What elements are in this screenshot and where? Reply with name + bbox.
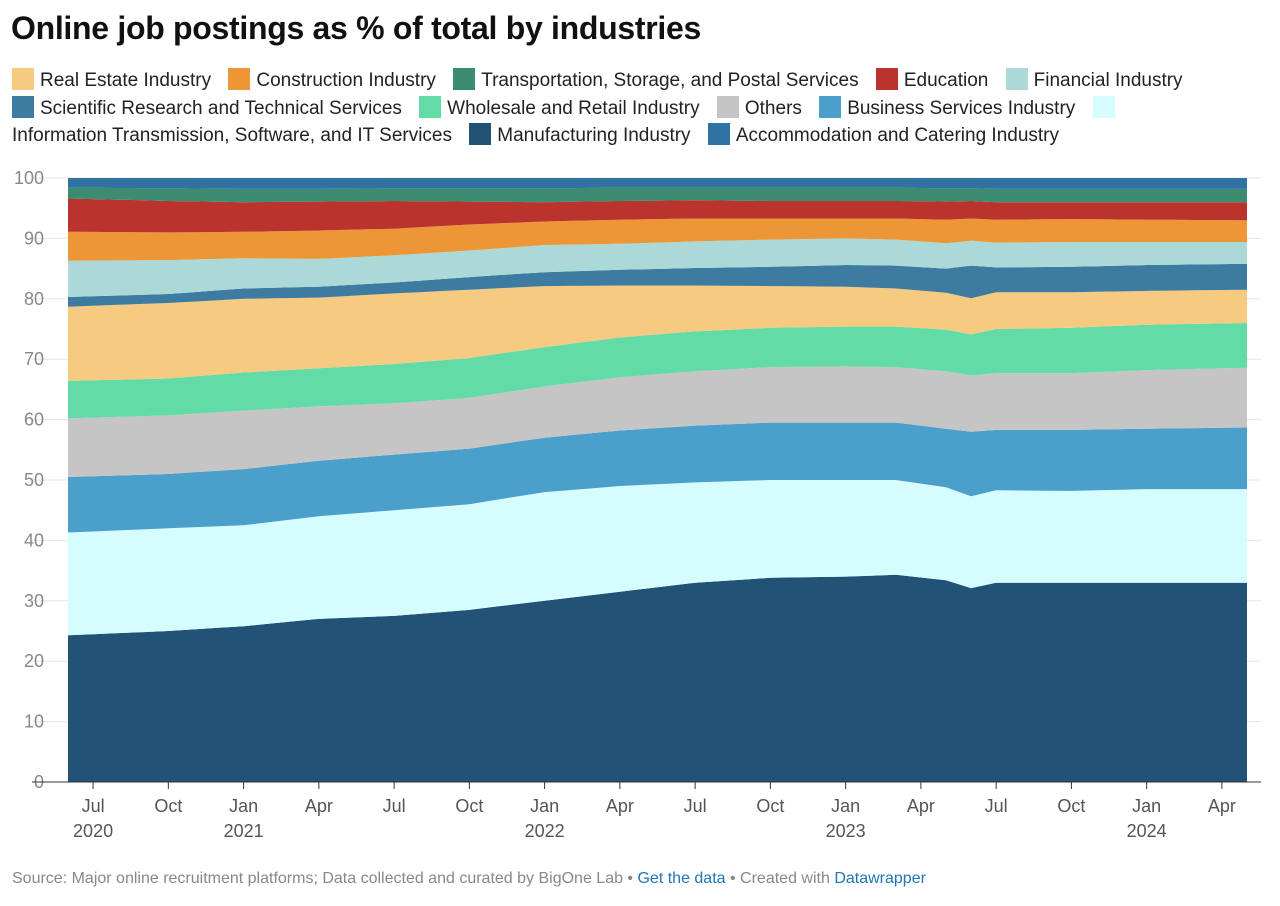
legend-item-education: Education bbox=[875, 68, 989, 91]
x-tick-label: Apr bbox=[907, 796, 935, 816]
legend-label: Transportation, Storage, and Postal Serv… bbox=[481, 70, 859, 91]
x-tick-label: Jan bbox=[229, 796, 258, 816]
chart-title: Online job postings as % of total by ind… bbox=[11, 10, 701, 46]
x-tick-label: Jan bbox=[1132, 796, 1161, 816]
y-tick-label: 80 bbox=[24, 289, 44, 309]
y-tick-label: 100 bbox=[14, 168, 44, 188]
x-tick-label: Jul bbox=[684, 796, 707, 816]
datawrapper-link[interactable]: Datawrapper bbox=[834, 870, 926, 887]
legend-label: Information Transmission, Software, and … bbox=[12, 125, 452, 146]
area-financial-industry bbox=[68, 238, 1247, 297]
legend-swatch bbox=[12, 68, 34, 90]
legend-swatch bbox=[228, 68, 251, 90]
legend-swatch bbox=[1092, 95, 1115, 118]
x-tick-label: Jul bbox=[82, 796, 105, 816]
legend-swatch bbox=[12, 95, 34, 118]
legend-label: Real Estate Industry bbox=[40, 70, 212, 91]
legend-item-business-services-industry: Business Services Industry bbox=[819, 95, 1076, 119]
y-tick-label: 70 bbox=[24, 349, 44, 369]
legend-item-financial-industry: Financial Industry bbox=[1005, 68, 1183, 91]
legend-swatch bbox=[819, 95, 842, 118]
legend-item-manufacturing-industry: Manufacturing Industry bbox=[469, 123, 691, 146]
legend-label: Wholesale and Retail Industry bbox=[447, 97, 700, 119]
legend-item-accommodation-and-catering-industry: Accommodation and Catering Industry bbox=[707, 123, 1059, 146]
x-year-label: 2024 bbox=[1127, 821, 1167, 841]
legend-item-scientific-research-and-technical-services: Scientific Research and Technical Servic… bbox=[12, 95, 402, 119]
legend-swatch bbox=[875, 68, 898, 90]
area-construction-industry bbox=[68, 218, 1247, 261]
legend-label: Manufacturing Industry bbox=[497, 125, 691, 146]
legend-item-transportation-storage-and-postal-services: Transportation, Storage, and Postal Serv… bbox=[453, 68, 859, 91]
area-scientific-research-and-technical-services bbox=[68, 263, 1247, 307]
legend-label: Education bbox=[903, 70, 989, 91]
legend-item-wholesale-and-retail-industry: Wholesale and Retail Industry bbox=[419, 95, 700, 119]
legend-swatch bbox=[453, 68, 476, 90]
legend-swatch bbox=[716, 95, 739, 118]
created-with-text: • Created with bbox=[725, 870, 835, 887]
legend-label: Financial Industry bbox=[1033, 70, 1183, 91]
area-transportation-storage-and-postal-services bbox=[68, 187, 1247, 203]
get-data-link[interactable]: Get the data bbox=[637, 870, 726, 887]
legend-label: Accommodation and Catering Industry bbox=[735, 125, 1059, 146]
x-year-label: 2023 bbox=[826, 821, 866, 841]
chart-footer: Source: Major online recruitment platfor… bbox=[12, 870, 926, 888]
area-wholesale-and-retail-industry bbox=[68, 323, 1247, 419]
area-information-transmission-software-and-it-services bbox=[68, 480, 1247, 636]
legend-label: Business Services Industry bbox=[847, 97, 1076, 119]
y-tick-label: 30 bbox=[24, 591, 44, 611]
footer-separator: • bbox=[622, 870, 638, 887]
legend-item-construction-industry: Construction Industry bbox=[228, 68, 436, 91]
area-real-estate-industry bbox=[68, 285, 1247, 381]
area-manufacturing-industry bbox=[68, 574, 1247, 782]
x-year-label: 2022 bbox=[525, 821, 565, 841]
legend-swatch bbox=[419, 95, 442, 118]
area-business-services-industry bbox=[68, 422, 1247, 533]
y-tick-label: 40 bbox=[24, 530, 44, 550]
x-tick-label: Oct bbox=[455, 796, 483, 816]
x-tick-label: Apr bbox=[305, 796, 333, 816]
legend-item-information-transmission-software-and-it-services: Information Transmission, Software, and … bbox=[12, 95, 1121, 146]
x-tick-label: Oct bbox=[154, 796, 182, 816]
area-education bbox=[68, 198, 1247, 233]
x-tick-label: Jan bbox=[831, 796, 860, 816]
legend-swatch bbox=[469, 123, 492, 145]
legend-swatch bbox=[707, 123, 730, 145]
x-tick-label: Oct bbox=[1057, 796, 1085, 816]
x-tick-label: Apr bbox=[606, 796, 634, 816]
x-tick-label: Jan bbox=[530, 796, 559, 816]
chart-legend: Real Estate Industry Construction Indust… bbox=[12, 67, 1212, 150]
x-tick-label: Jul bbox=[383, 796, 406, 816]
x-tick-label: Oct bbox=[756, 796, 784, 816]
x-year-label: 2021 bbox=[224, 821, 264, 841]
legend-swatch bbox=[1005, 68, 1028, 90]
legend-item-real-estate-industry: Real Estate Industry bbox=[12, 68, 212, 91]
y-tick-label: 20 bbox=[24, 651, 44, 671]
y-tick-label: 50 bbox=[24, 470, 44, 490]
x-tick-label: Apr bbox=[1208, 796, 1236, 816]
y-tick-label: 90 bbox=[24, 228, 44, 248]
legend-item-others: Others bbox=[716, 95, 802, 119]
y-tick-label: 60 bbox=[24, 410, 44, 430]
areas bbox=[68, 178, 1247, 782]
legend-label: Construction Industry bbox=[256, 70, 436, 91]
area-accommodation-and-catering-industry bbox=[68, 178, 1247, 189]
x-year-label: 2020 bbox=[73, 821, 113, 841]
source-note: Source: Major online recruitment platfor… bbox=[12, 870, 623, 887]
area-others bbox=[68, 366, 1247, 477]
x-tick-label: Jul bbox=[985, 796, 1008, 816]
y-tick-label: 10 bbox=[24, 712, 44, 732]
legend-label: Scientific Research and Technical Servic… bbox=[40, 97, 402, 119]
legend-label: Others bbox=[744, 97, 802, 119]
